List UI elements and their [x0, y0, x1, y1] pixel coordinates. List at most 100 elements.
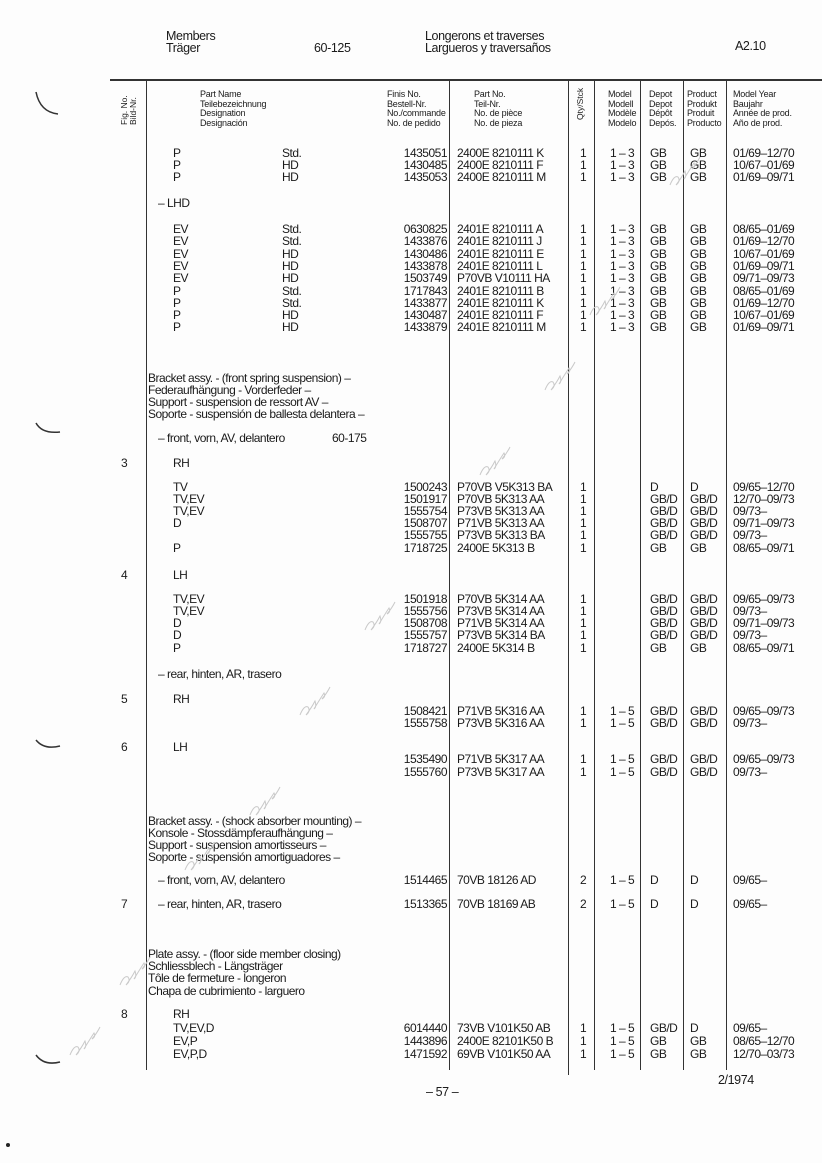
column-header-part-no: Part No. — [474, 89, 506, 99]
model-year: 01/69–09/71 — [733, 320, 795, 335]
part-name: EV — [173, 222, 189, 236]
quantity: 1 — [580, 528, 587, 542]
quantity: 1 — [580, 234, 587, 249]
product: GB — [690, 222, 707, 236]
part-number: P73VB 5K317 AA — [457, 765, 545, 779]
part-name: Federaufhängung - Vorderfeder – — [148, 383, 311, 397]
finis-number: 1433879 — [403, 320, 448, 335]
model-range: 1 – 3 — [610, 246, 635, 261]
model-range: 1 – 5 — [610, 752, 635, 766]
fig-number: 6 — [121, 740, 128, 754]
model-year: 08/65–09/71 — [733, 641, 795, 655]
header-rule — [110, 79, 822, 81]
part-name: – rear, hinten, AR, trasero — [158, 897, 282, 911]
column-header-year: Model Year — [733, 89, 777, 99]
column-header-fig: Bild-Nr. — [128, 97, 138, 125]
finis-number: 1555758 — [403, 716, 448, 730]
depot: GB/D — [650, 492, 678, 506]
column-header-part-name: Teilebezeichnung — [200, 98, 267, 109]
fig-number: 7 — [121, 897, 128, 911]
depot: GB — [650, 1047, 667, 1061]
depot: GB/D — [650, 716, 678, 730]
part-name: Chapa de cubrimiento - larguero — [148, 984, 305, 998]
model-range: 1 – 3 — [610, 146, 635, 160]
model-range: 1 – 5 — [610, 873, 635, 887]
fig-number: 8 — [121, 1007, 128, 1021]
model-year: 09/73– — [733, 716, 767, 730]
model-year: 09/65–09/73 — [733, 752, 795, 766]
part-name: EV — [173, 271, 189, 286]
model-year: 09/65–12/70 — [733, 480, 795, 494]
finis-number: 1430485 — [403, 158, 448, 172]
product: D — [690, 480, 699, 494]
title-fr: Longerons et traverses — [425, 29, 545, 43]
part-number: 2401E 8210111 B — [457, 283, 544, 298]
quantity: 1 — [580, 1034, 587, 1048]
finis-number: 6014440 — [403, 1021, 448, 1035]
part-number: 2401E 8210111 L — [457, 258, 543, 273]
part-name: EV — [173, 246, 189, 261]
part-number: 2400E 82101K50 B — [457, 1034, 554, 1048]
part-name: RH — [173, 692, 190, 706]
part-name: D — [173, 516, 182, 530]
product: D — [690, 873, 699, 887]
model-year: 09/73– — [733, 604, 767, 618]
depot: GB — [650, 1034, 667, 1048]
watermark-signature — [249, 786, 281, 816]
depot: D — [650, 873, 659, 887]
fig-number: 4 — [121, 568, 128, 582]
product: GB — [690, 271, 707, 286]
part-variant: HD — [282, 246, 299, 261]
title-de: Träger — [166, 41, 200, 55]
part-variant: HD — [282, 308, 299, 323]
quantity: 1 — [580, 295, 587, 310]
product: GB/D — [690, 704, 718, 718]
part-name: P — [173, 641, 181, 655]
depot: GB — [650, 271, 667, 286]
product: GB/D — [690, 616, 718, 630]
depot: GB/D — [650, 628, 678, 642]
depot: D — [650, 480, 659, 494]
title-es: Largueros y traversaños — [425, 41, 551, 55]
part-number: 2400E 5K314 B — [457, 641, 535, 655]
part-number: P70VB 5K313 AA — [457, 492, 545, 506]
product: GB — [690, 170, 707, 184]
quantity: 1 — [580, 628, 587, 642]
finis-number: 1555755 — [403, 528, 448, 542]
quantity: 2 — [580, 897, 587, 911]
column-header-finis: No. de pedido — [387, 117, 441, 128]
depot: GB — [650, 170, 667, 184]
finis-number: 1435053 — [403, 170, 448, 184]
part-number: 2401E 8210111 M — [457, 320, 546, 335]
finis-number: 1501917 — [403, 492, 448, 506]
part-name: P — [173, 295, 181, 310]
model-year: 09/65–09/73 — [733, 592, 795, 606]
model-range: 1 – 3 — [610, 295, 635, 310]
depot: GB — [650, 295, 667, 310]
column-header-qty: Qty/Stck — [575, 87, 585, 120]
model-year: 12/70–03/73 — [733, 1047, 795, 1061]
model-year: 08/65–01/69 — [733, 222, 795, 236]
column-divider — [568, 80, 569, 1075]
part-number: P71VB 5K313 AA — [457, 516, 545, 530]
column-header-finis: Finis No. — [387, 89, 421, 99]
product: GB — [690, 541, 707, 555]
quantity: 1 — [580, 504, 587, 518]
quantity: 1 — [580, 246, 587, 261]
part-number: 70VB 18169 AB — [457, 897, 536, 911]
depot: GB — [650, 234, 667, 249]
part-name: Tôle de fermeture - longeron — [148, 971, 287, 985]
finis-number: 1433876 — [403, 234, 448, 249]
part-variant: HD — [282, 320, 299, 335]
depot: GB — [650, 246, 667, 261]
quantity: 1 — [580, 308, 587, 323]
part-number: P70VB V5K313 BA — [457, 480, 553, 494]
group-number: 60-125 — [314, 41, 351, 55]
product: GB/D — [690, 716, 718, 730]
product: GB/D — [690, 628, 718, 642]
column-divider — [449, 80, 450, 1070]
model-range: 1 – 5 — [610, 704, 635, 718]
product: GB — [690, 1034, 707, 1048]
column-header-product: Produit — [687, 108, 715, 118]
part-name: Schliessblech - Längsträger — [148, 959, 283, 973]
